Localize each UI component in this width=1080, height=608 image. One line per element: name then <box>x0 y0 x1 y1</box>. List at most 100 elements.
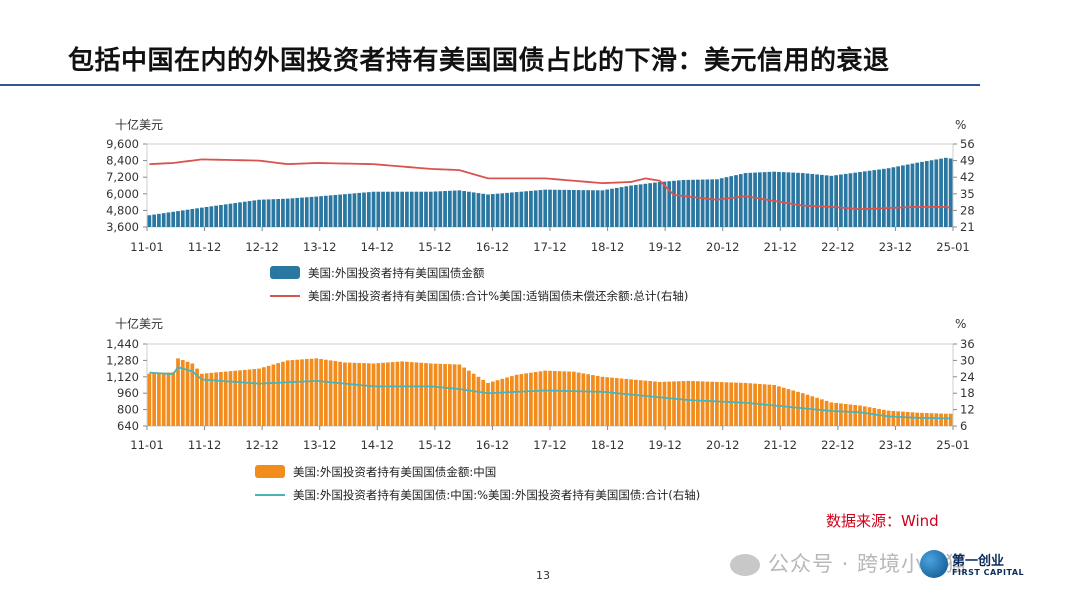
bar <box>929 160 934 227</box>
x-tick-label: 17-12 <box>533 438 566 452</box>
bar <box>686 179 691 227</box>
bar <box>862 171 867 227</box>
bar <box>562 371 567 426</box>
bar <box>610 188 614 227</box>
bar <box>462 191 467 227</box>
bar <box>748 383 753 426</box>
x-tick-label: 22-12 <box>821 438 854 452</box>
bar <box>486 382 490 426</box>
bar <box>719 382 724 426</box>
bar <box>514 192 519 227</box>
bar <box>710 179 715 227</box>
bar <box>548 189 552 227</box>
bar <box>624 186 629 227</box>
bar <box>476 193 481 227</box>
bar <box>867 170 872 227</box>
bar <box>261 199 266 227</box>
bar <box>858 405 862 426</box>
bar <box>691 179 695 227</box>
bar <box>796 172 800 227</box>
bar <box>214 372 219 426</box>
bar <box>452 190 457 227</box>
bar <box>853 172 858 227</box>
bar <box>920 161 924 227</box>
bar <box>834 402 839 426</box>
bar <box>695 179 700 227</box>
left-tick-label: 800 <box>117 403 139 417</box>
right-tick-label: 35 <box>960 187 975 201</box>
right-axis-unit: % <box>955 317 966 331</box>
bar <box>600 190 605 227</box>
bar <box>242 201 247 227</box>
bar <box>161 372 166 426</box>
bar <box>495 193 500 227</box>
bar <box>872 408 877 426</box>
bar <box>343 194 347 227</box>
left-tick-label: 1,440 <box>106 337 139 351</box>
left-tick-label: 960 <box>117 386 139 400</box>
x-tick-label: 21-12 <box>764 438 797 452</box>
bar <box>476 376 481 426</box>
bar <box>238 202 242 227</box>
bar <box>800 393 805 426</box>
bar <box>371 363 376 426</box>
bar <box>529 372 533 426</box>
left-axis-unit: 十亿美元 <box>115 117 163 132</box>
bar <box>901 165 905 227</box>
bar <box>338 194 343 227</box>
bar <box>939 413 943 426</box>
bar <box>166 372 171 426</box>
logo-globe-icon <box>920 550 948 578</box>
bar <box>228 203 233 227</box>
bar <box>543 370 548 426</box>
bar <box>467 191 471 227</box>
bar <box>238 370 242 426</box>
bar <box>815 174 819 227</box>
bar <box>886 168 891 227</box>
bar <box>614 378 619 426</box>
bar <box>653 381 657 426</box>
bar <box>824 400 829 426</box>
bar <box>199 373 204 426</box>
bar <box>352 193 357 227</box>
bar <box>815 397 819 426</box>
left-tick-label: 4,800 <box>106 203 139 217</box>
bar <box>424 363 428 426</box>
bar <box>352 362 357 426</box>
bar <box>653 182 657 227</box>
bar <box>796 391 800 426</box>
bar <box>190 209 195 227</box>
bar <box>686 380 691 426</box>
bar <box>271 199 276 227</box>
bar <box>281 361 285 426</box>
bar <box>328 195 333 227</box>
bar <box>891 167 896 227</box>
bar <box>381 362 385 426</box>
bar <box>676 381 681 426</box>
bar <box>185 209 190 227</box>
bar <box>304 197 309 227</box>
bar <box>471 373 476 426</box>
bar <box>376 191 381 227</box>
bar <box>180 210 185 227</box>
bar <box>257 199 261 227</box>
bar <box>829 175 834 227</box>
x-tick-label: 22-12 <box>821 240 854 254</box>
bar <box>681 381 686 426</box>
bar <box>862 406 867 426</box>
bar <box>705 179 710 227</box>
bar <box>323 195 328 227</box>
legend-bar-label: 美国:外国投资者持有美国国债金额 <box>308 266 485 280</box>
bar <box>810 396 815 426</box>
bar <box>586 374 591 426</box>
x-tick-label: 15-12 <box>418 438 451 452</box>
bar <box>319 359 323 426</box>
x-tick-label: 19-12 <box>648 438 681 452</box>
bar-series <box>147 157 953 228</box>
bar <box>643 183 648 227</box>
bar <box>438 363 443 426</box>
bar <box>452 364 457 426</box>
bar <box>605 377 610 426</box>
bar <box>939 158 943 227</box>
